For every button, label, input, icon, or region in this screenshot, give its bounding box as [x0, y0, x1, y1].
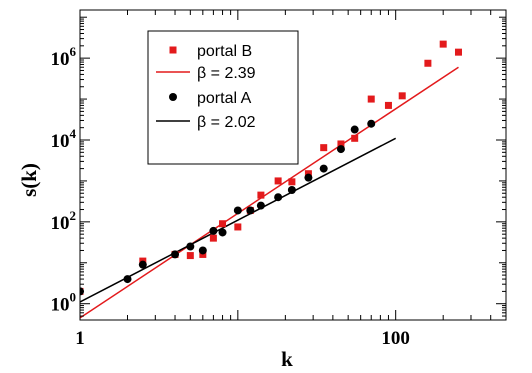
- axis-ticks: [79, 10, 507, 321]
- data-point-square: [367, 95, 375, 103]
- legend-label: β = 2.39: [197, 65, 256, 82]
- legend: portal B β = 2.39 portal A β = 2.02: [147, 30, 299, 165]
- legend-label: β = 2.02: [197, 114, 256, 131]
- data-point-square: [209, 234, 217, 242]
- data-point-circle: [218, 228, 227, 237]
- data-point-circle: [209, 226, 218, 235]
- data-point-circle: [336, 145, 345, 154]
- data-point-circle: [246, 206, 255, 215]
- plot-content: [80, 40, 462, 319]
- data-point-circle: [274, 193, 283, 202]
- data-point-square: [257, 191, 265, 199]
- legend-label: portal A: [197, 90, 252, 107]
- data-point-square: [351, 134, 359, 142]
- data-point-square: [320, 144, 328, 152]
- fit-line: [80, 137, 397, 303]
- y-tick-label: 104: [51, 126, 77, 152]
- data-point-square: [424, 59, 432, 67]
- y-tick-label: 100: [51, 290, 77, 316]
- legend-marker-square: [169, 46, 177, 54]
- data-point-square: [337, 140, 345, 148]
- plot-frame: [79, 9, 507, 321]
- y-axis-label: s(k): [17, 163, 41, 197]
- fit-line: [80, 66, 459, 319]
- data-point-square: [398, 92, 406, 100]
- data-point-square: [234, 223, 242, 231]
- x-axis-label: k: [281, 347, 293, 371]
- data-point-circle: [256, 201, 265, 210]
- legend-label: portal B: [197, 43, 252, 60]
- data-point-square: [219, 220, 227, 228]
- data-point-circle: [186, 242, 195, 251]
- data-point-square: [186, 252, 194, 260]
- data-point-circle: [233, 206, 242, 215]
- plot-area: [79, 9, 507, 321]
- x-tick-label: 1: [75, 328, 85, 349]
- data-point-square: [454, 48, 462, 56]
- tick-labels: 1 100 100 102 104 106: [51, 44, 410, 349]
- data-point-circle: [367, 119, 376, 128]
- x-tick-label: 100: [381, 328, 410, 349]
- data-point-circle: [123, 275, 132, 284]
- legend-marker-circle: [169, 93, 177, 101]
- data-point-circle: [319, 164, 328, 173]
- data-point-square: [439, 40, 447, 48]
- data-point-circle: [171, 250, 180, 259]
- data-point-square: [384, 101, 392, 109]
- data-point-circle: [287, 186, 296, 195]
- data-point-circle: [198, 246, 207, 255]
- data-point-circle: [350, 125, 359, 134]
- data-point-square: [288, 178, 296, 186]
- data-point-circle: [138, 260, 147, 269]
- data-point-circle: [304, 173, 313, 182]
- y-tick-label: 102: [51, 208, 77, 234]
- y-tick-label: 106: [51, 44, 77, 70]
- data-point-square: [274, 177, 282, 185]
